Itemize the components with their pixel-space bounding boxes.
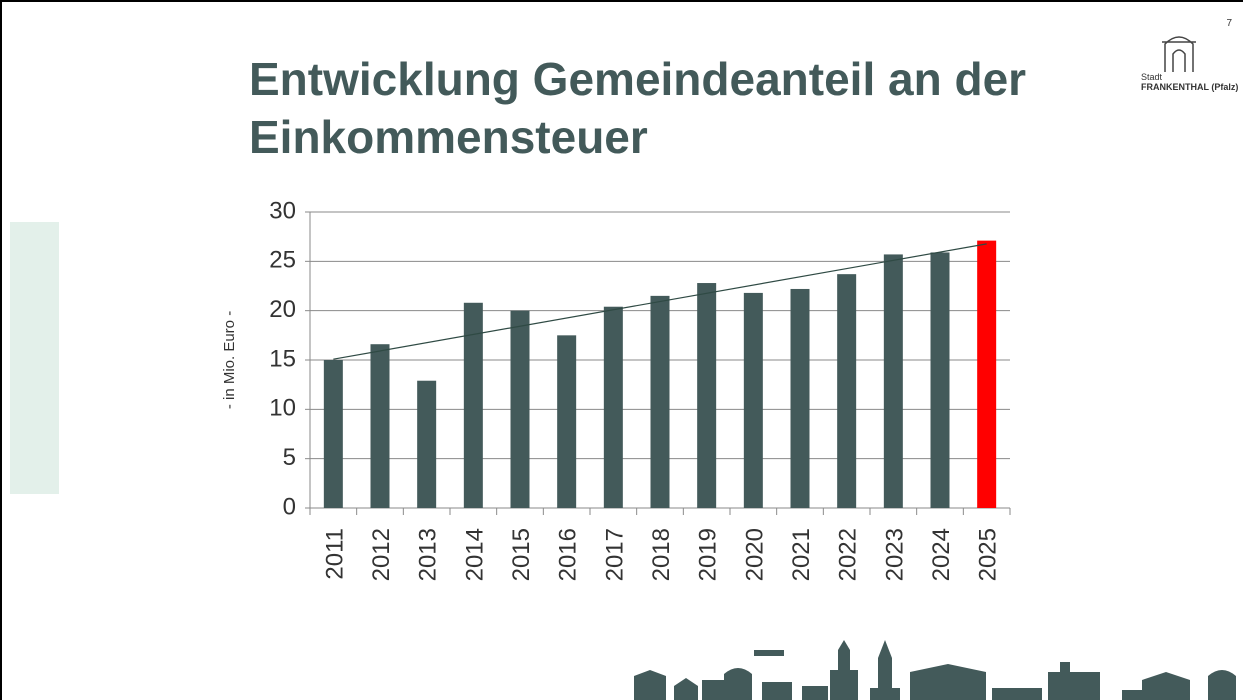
x-tick-label: 2013 [415,528,442,581]
trend-line [333,243,987,360]
x-tick-label: 2012 [368,528,395,581]
bar [603,306,623,508]
bar [977,240,997,508]
bar [557,335,577,508]
logo [1162,36,1196,72]
skyline-part [754,650,784,656]
x-tick-label: 2020 [741,528,768,581]
y-tick-label: 15 [269,345,296,372]
bar [323,360,343,508]
y-tick-label: 30 [269,197,296,224]
y-tick-label: 0 [283,493,296,520]
side-panel [10,222,59,494]
bar [510,310,530,508]
x-tick-label: 2024 [928,528,955,581]
logo-text: Stadt [1141,72,1163,82]
x-tick-label: 2021 [788,528,815,581]
logo-icon [1162,36,1196,72]
y-tick-label: 10 [269,395,296,422]
x-tick-label: 2025 [975,528,1002,581]
bar [837,274,857,508]
bar [463,302,483,508]
bar [930,252,950,508]
bar [790,288,810,508]
y-tick-label: 20 [269,296,296,323]
y-tick-label: 25 [269,247,296,274]
x-tick-label: 2014 [461,528,488,581]
x-tick-label: 2011 [321,528,348,580]
y-tick-label: 5 [283,444,296,471]
skyline [634,640,1236,700]
bar [417,380,437,508]
x-tick-label: 2017 [601,528,628,581]
x-tick-label: 2018 [648,528,675,581]
x-tick-label: 2023 [881,528,908,581]
logo-text: FRANKENTHAL (Pfalz) [1141,82,1238,92]
bar [650,295,670,508]
bar [697,283,717,508]
x-tick-label: 2016 [555,528,582,581]
bar [743,292,763,508]
y-axis-label: - in Mio. Euro - [221,311,238,409]
page-number: 7 [1226,18,1232,29]
bar [370,344,390,508]
x-tick-label: 2019 [695,528,722,581]
chart-title: Entwicklung Gemeindeanteil an der Einkom… [249,53,1027,163]
x-tick-label: 2015 [508,528,535,581]
x-tick-label: 2022 [835,528,862,581]
bar [883,254,903,508]
